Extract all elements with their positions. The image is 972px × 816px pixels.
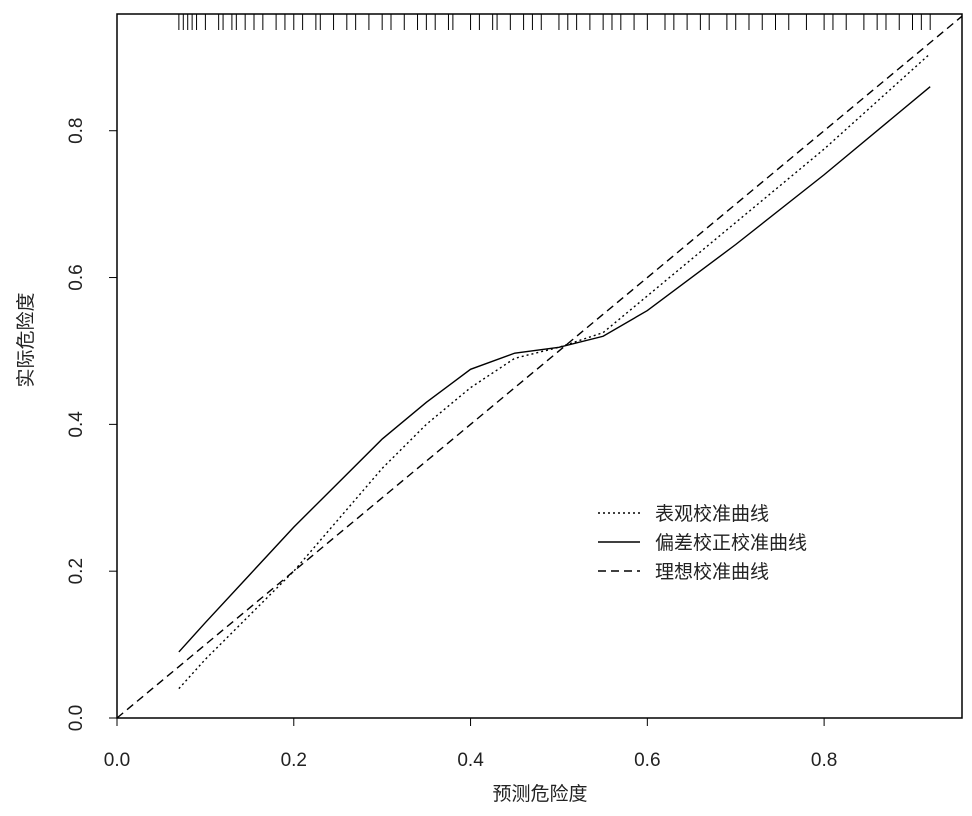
x-tick-label: 0.4 — [457, 750, 484, 771]
calibration-line — [178, 86, 931, 653]
y-tick-label: 0.6 — [66, 264, 87, 290]
plot-frame — [116, 13, 963, 719]
y-tick-label: 0.8 — [66, 118, 87, 144]
x-axis-label: 预测危险度 — [492, 783, 587, 805]
y-tick-label: 0.4 — [66, 411, 87, 438]
legend-label: 表观校准曲线 — [655, 503, 769, 525]
y-axis-label: 实际危险度 — [15, 292, 37, 387]
x-tick-label: 0.8 — [811, 750, 837, 771]
calibration-line — [178, 53, 931, 690]
x-tick-label: 0.2 — [281, 750, 307, 771]
y-tick-label: 0.0 — [66, 705, 87, 731]
calibration-line — [116, 15, 963, 719]
legend-label: 理想校准曲线 — [655, 561, 769, 583]
legend-label: 偏差校正校准曲线 — [655, 532, 807, 554]
x-tick-label: 0.0 — [104, 750, 130, 771]
y-tick-label: 0.2 — [66, 558, 87, 584]
x-tick-label: 0.6 — [634, 750, 660, 771]
